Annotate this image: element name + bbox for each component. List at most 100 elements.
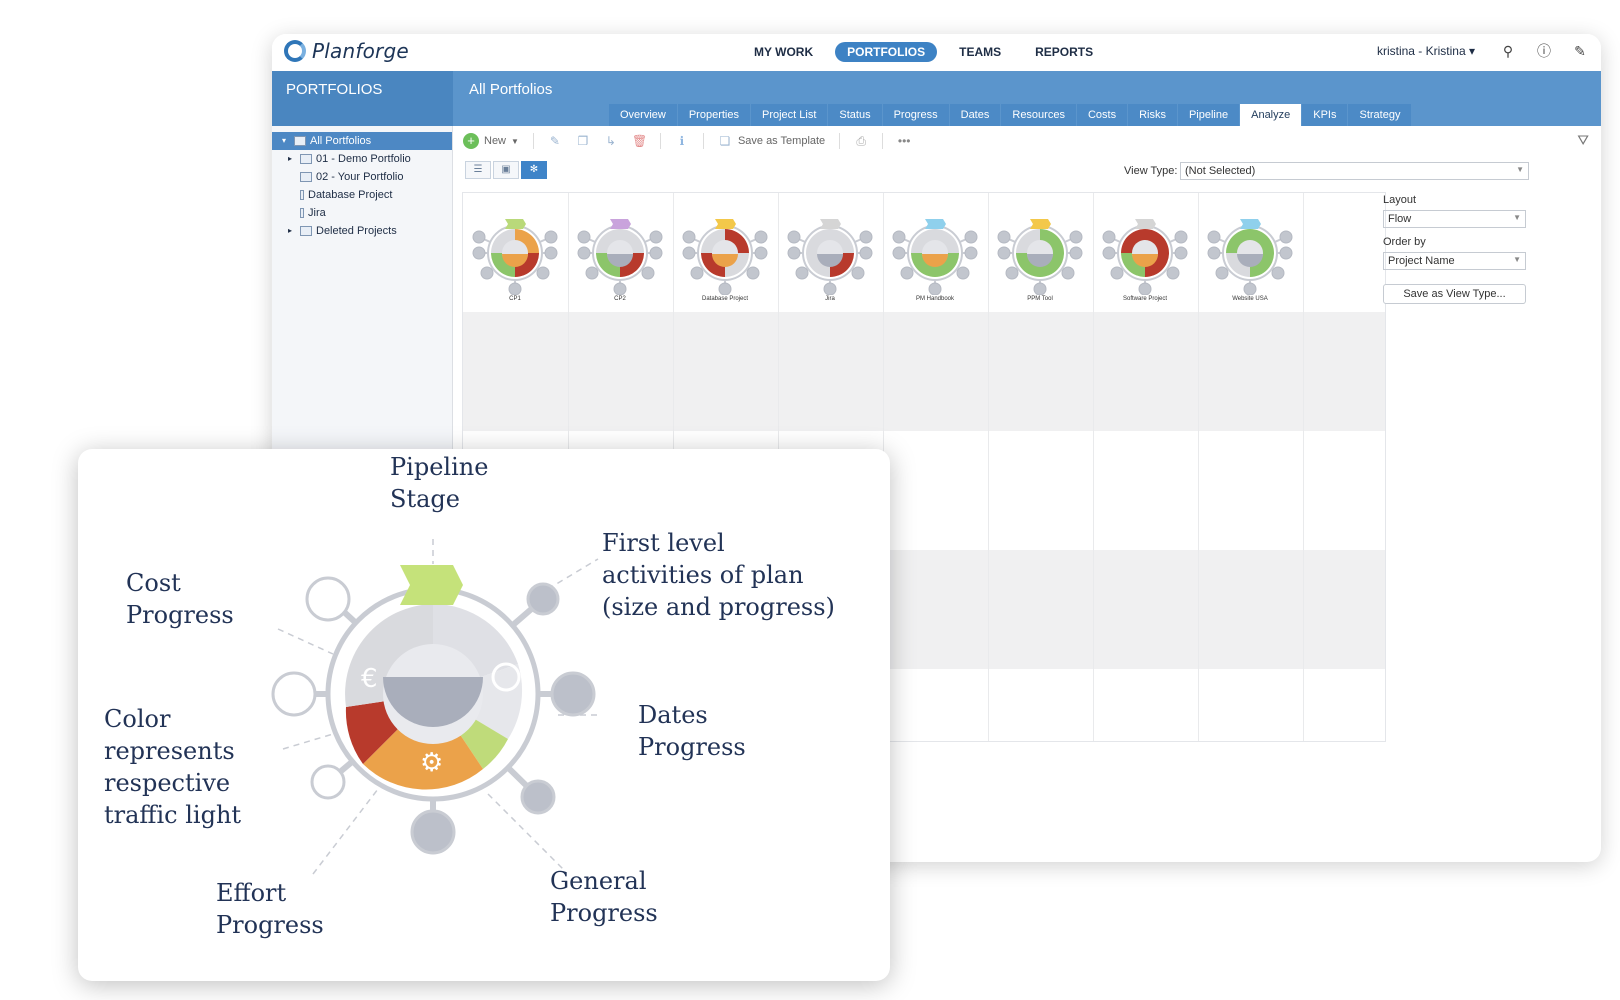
search-icon[interactable]: ⚲ (1502, 43, 1514, 59)
tab-costs[interactable]: Costs (1076, 104, 1128, 126)
satellite-node (649, 230, 663, 244)
tab-status[interactable]: Status (828, 104, 882, 126)
project-flow-item[interactable]: CP1 (465, 209, 565, 313)
help-icon[interactable]: ⓘ (1537, 43, 1551, 59)
project-flow-icon (1102, 219, 1188, 295)
move-icon[interactable]: ↳ (605, 134, 616, 148)
satellite-node (1215, 266, 1229, 280)
satellite-node (1271, 266, 1285, 280)
nav-my-work[interactable]: MY WORK (754, 45, 814, 59)
layout-label: Layout (1383, 194, 1417, 206)
edit-icon[interactable]: ✎ (549, 134, 560, 148)
tree-item-deleted-projects[interactable]: ▸ Deleted Projects (272, 222, 452, 240)
save-as-template-button[interactable]: Save as Template (737, 135, 826, 147)
project-flow-item[interactable]: PM Handbook (885, 209, 985, 313)
print-icon[interactable]: ⎙ (856, 134, 866, 148)
copy-icon[interactable]: ❐ (577, 134, 589, 148)
view-type-value: (Not Selected) (1185, 165, 1256, 177)
label-line: Effort (216, 879, 287, 907)
general-progress-fill (1027, 254, 1053, 267)
project-icon (300, 208, 304, 218)
folder-icon (300, 172, 312, 182)
satellite-node (682, 230, 696, 244)
expand-arrow-icon[interactable]: ▸ (288, 154, 293, 163)
tab-pipeline[interactable]: Pipeline (1177, 104, 1240, 126)
tree-item-all-portfolios[interactable]: ▾ All Portfolios (272, 132, 452, 150)
user-menu[interactable]: kristina - Kristina ▾ (1376, 44, 1475, 58)
tree-item-database-project[interactable]: Database Project (272, 186, 452, 204)
tab-dates[interactable]: Dates (949, 104, 1001, 126)
tab-properties[interactable]: Properties (677, 104, 750, 126)
wrench-icon[interactable]: ✎ (1574, 43, 1586, 59)
project-flow-item[interactable]: Jira (780, 209, 880, 313)
general-progress-fill (383, 677, 483, 727)
general-progress-fill (607, 254, 633, 267)
satellite-node (1174, 246, 1188, 260)
plus-icon: + (463, 133, 479, 149)
label-first-level: First level activities of plan (size and… (602, 527, 835, 623)
project-flow-item[interactable]: Website USA (1200, 209, 1300, 313)
tab-project-list[interactable]: Project List (750, 104, 828, 126)
project-name-label: Website USA (1232, 296, 1268, 302)
expand-arrow-icon[interactable]: ▸ (288, 226, 293, 235)
order-by-select[interactable]: Project Name ▼ (1383, 252, 1526, 270)
logo[interactable]: Planforge (284, 39, 409, 63)
main-nav: MY WORK PORTFOLIOS TEAMS REPORTS (742, 42, 1105, 62)
satellite-node (472, 246, 486, 260)
layout-select[interactable]: Flow ▼ (1383, 210, 1526, 228)
label-color-traffic-light: Color represents respective traffic ligh… (104, 703, 241, 831)
label-line: activities of plan (602, 561, 804, 589)
satellite-node (1069, 246, 1083, 260)
general-progress-fill (922, 254, 948, 267)
nav-teams[interactable]: TEAMS (959, 45, 1002, 59)
satellite-node (997, 230, 1011, 244)
view-type-label: View Type: (1124, 165, 1178, 177)
more-icon[interactable]: ••• (897, 134, 911, 148)
project-flow-icon (787, 219, 873, 295)
gear-icon: ⚙ (420, 748, 443, 778)
project-flow-item[interactable]: PPM Tool (990, 209, 1090, 313)
tab-resources[interactable]: Resources (1001, 104, 1076, 126)
tree-item-label: 02 - Your Portfolio (316, 171, 404, 183)
pipeline-stage-flag (820, 219, 841, 229)
list-view-icon[interactable]: ☰ (465, 161, 491, 179)
save-as-view-type-button[interactable]: Save as View Type... (1383, 284, 1526, 304)
filter-icon[interactable]: ⛛ (1577, 132, 1589, 148)
satellite-node (1069, 230, 1083, 244)
tab-overview[interactable]: Overview (609, 104, 677, 126)
view-mode-toggle: ☰ ▣ ✻ (465, 161, 547, 179)
tab-strategy[interactable]: Strategy (1348, 104, 1412, 126)
view-type-select[interactable]: (Not Selected) ▼ (1180, 162, 1529, 180)
nav-portfolios[interactable]: PORTFOLIOS (835, 42, 938, 62)
grid-column-divider (988, 193, 989, 741)
tab-analyze[interactable]: Analyze (1240, 104, 1302, 126)
satellite-node (577, 230, 591, 244)
project-flow-item[interactable]: Database Project (675, 209, 775, 313)
project-flow-item[interactable]: CP2 (570, 209, 670, 313)
chevron-down-icon: ▼ (511, 136, 519, 146)
satellite-node (1110, 266, 1124, 280)
tree-item-jira[interactable]: Jira (272, 204, 452, 222)
logo-text: Planforge (312, 39, 409, 63)
tab-progress[interactable]: Progress (882, 104, 949, 126)
delete-icon[interactable]: 🗑 (631, 134, 648, 148)
image-view-icon[interactable]: ▣ (493, 161, 519, 179)
satellite-node (1005, 266, 1019, 280)
tree-item-your-portfolio[interactable]: 02 - Your Portfolio (272, 168, 452, 186)
expand-arrow-icon[interactable]: ▾ (282, 136, 287, 145)
tab-risks[interactable]: Risks (1128, 104, 1177, 126)
tree-item-label: Deleted Projects (316, 225, 397, 237)
tree-item-demo-portfolio[interactable]: ▸ 01 - Demo Portfolio (272, 150, 452, 168)
tab-kpis[interactable]: KPIs (1302, 104, 1348, 126)
project-icon (300, 190, 304, 200)
info-icon[interactable]: ℹ (679, 134, 685, 148)
nav-reports[interactable]: REPORTS (1035, 45, 1094, 59)
new-button[interactable]: + New ▼ (463, 133, 519, 149)
general-progress-fill (712, 254, 738, 267)
project-flow-item[interactable]: Software Project (1095, 209, 1195, 313)
flow-view-icon[interactable]: ✻ (521, 161, 547, 179)
project-flow-icon (577, 219, 663, 295)
pipeline-stage-flag (505, 219, 526, 229)
satellite-node (964, 230, 978, 244)
folder-icon (294, 136, 306, 146)
